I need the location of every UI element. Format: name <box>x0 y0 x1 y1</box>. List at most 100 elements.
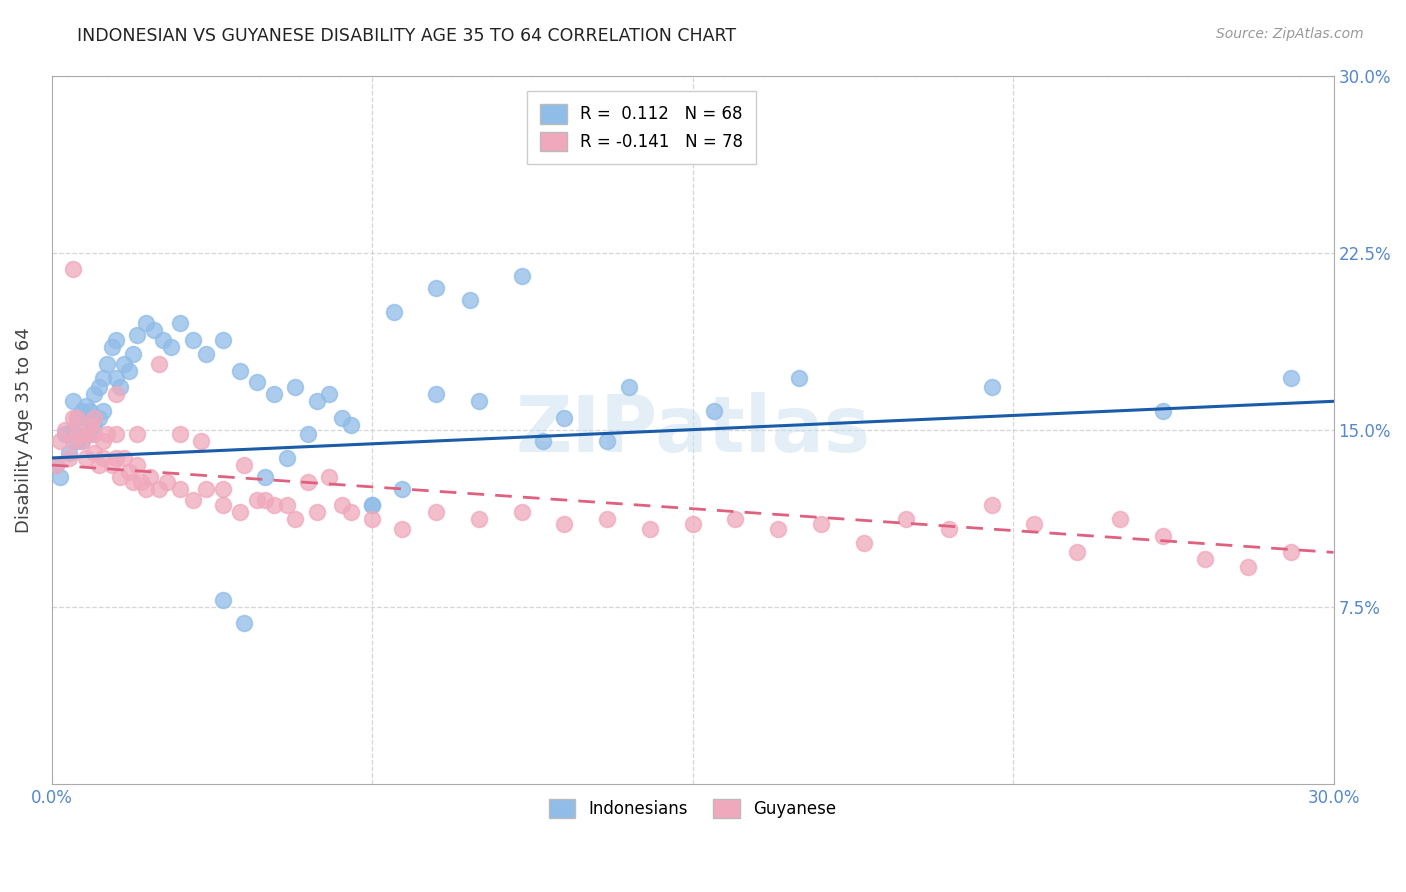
Point <box>510 505 533 519</box>
Text: ZIPatlas: ZIPatlas <box>515 392 870 467</box>
Point <box>152 333 174 347</box>
Point <box>122 347 145 361</box>
Point <box>284 380 307 394</box>
Point <box>425 387 447 401</box>
Point <box>305 394 328 409</box>
Point <box>58 446 80 460</box>
Point <box>108 380 131 394</box>
Point <box>254 493 277 508</box>
Point <box>246 376 269 390</box>
Point <box>127 328 149 343</box>
Point <box>318 387 340 401</box>
Point <box>682 517 704 532</box>
Text: INDONESIAN VS GUYANESE DISABILITY AGE 35 TO 64 CORRELATION CHART: INDONESIAN VS GUYANESE DISABILITY AGE 35… <box>77 27 737 45</box>
Point <box>284 512 307 526</box>
Point <box>254 470 277 484</box>
Point <box>896 512 918 526</box>
Point <box>1152 403 1174 417</box>
Point <box>169 427 191 442</box>
Point <box>852 536 875 550</box>
Point <box>276 450 298 465</box>
Point <box>263 498 285 512</box>
Point <box>148 357 170 371</box>
Point <box>62 423 84 437</box>
Point <box>75 450 97 465</box>
Point <box>460 293 482 307</box>
Point <box>246 493 269 508</box>
Point <box>83 387 105 401</box>
Point <box>1152 529 1174 543</box>
Point <box>276 498 298 512</box>
Point <box>79 427 101 442</box>
Point <box>45 458 67 472</box>
Point <box>229 505 252 519</box>
Point <box>83 417 105 432</box>
Point <box>233 458 256 472</box>
Point <box>181 333 204 347</box>
Point <box>62 410 84 425</box>
Point <box>425 505 447 519</box>
Point <box>91 434 114 449</box>
Point <box>104 387 127 401</box>
Point <box>617 380 640 394</box>
Point <box>70 403 93 417</box>
Point <box>789 370 811 384</box>
Point <box>194 482 217 496</box>
Point <box>318 470 340 484</box>
Point <box>596 434 619 449</box>
Point <box>104 333 127 347</box>
Point <box>70 434 93 449</box>
Point <box>160 340 183 354</box>
Point <box>724 512 747 526</box>
Point <box>361 498 384 512</box>
Point <box>938 522 960 536</box>
Point <box>263 387 285 401</box>
Point <box>45 458 67 472</box>
Point <box>66 427 89 442</box>
Point <box>96 427 118 442</box>
Point <box>211 333 233 347</box>
Point <box>1194 552 1216 566</box>
Point <box>143 323 166 337</box>
Point <box>1279 370 1302 384</box>
Point <box>112 357 135 371</box>
Point <box>91 403 114 417</box>
Point <box>468 394 491 409</box>
Point <box>100 458 122 472</box>
Point <box>211 482 233 496</box>
Point <box>1109 512 1132 526</box>
Point <box>131 475 153 489</box>
Point <box>87 380 110 394</box>
Point <box>553 517 575 532</box>
Point <box>66 410 89 425</box>
Point <box>118 363 141 377</box>
Point <box>104 450 127 465</box>
Point <box>169 317 191 331</box>
Point <box>330 498 353 512</box>
Point <box>53 427 76 442</box>
Point <box>62 262 84 277</box>
Point <box>305 505 328 519</box>
Point <box>83 446 105 460</box>
Point <box>703 403 725 417</box>
Point <box>135 317 157 331</box>
Point <box>229 363 252 377</box>
Legend: Indonesians, Guyanese: Indonesians, Guyanese <box>543 792 844 825</box>
Point <box>194 347 217 361</box>
Y-axis label: Disability Age 35 to 64: Disability Age 35 to 64 <box>15 326 32 533</box>
Point <box>361 512 384 526</box>
Point <box>112 450 135 465</box>
Point <box>340 417 363 432</box>
Point <box>553 410 575 425</box>
Point <box>766 522 789 536</box>
Point <box>425 281 447 295</box>
Point <box>96 357 118 371</box>
Point <box>118 465 141 479</box>
Point <box>190 434 212 449</box>
Point <box>361 498 384 512</box>
Point <box>122 475 145 489</box>
Point <box>62 394 84 409</box>
Point <box>1066 545 1088 559</box>
Text: Source: ZipAtlas.com: Source: ZipAtlas.com <box>1216 27 1364 41</box>
Point <box>382 304 405 318</box>
